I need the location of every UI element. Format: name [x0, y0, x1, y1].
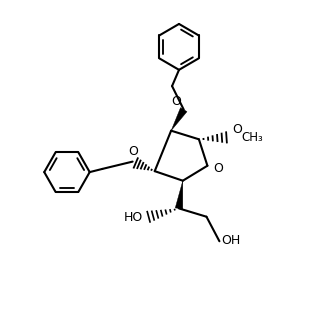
Polygon shape [171, 108, 187, 131]
Text: O: O [171, 95, 181, 108]
Text: O: O [232, 123, 242, 136]
Text: HO: HO [123, 211, 143, 224]
Text: O: O [128, 145, 138, 158]
Polygon shape [175, 181, 183, 209]
Text: CH₃: CH₃ [241, 131, 263, 144]
Text: O: O [213, 162, 223, 175]
Text: OH: OH [221, 234, 241, 247]
